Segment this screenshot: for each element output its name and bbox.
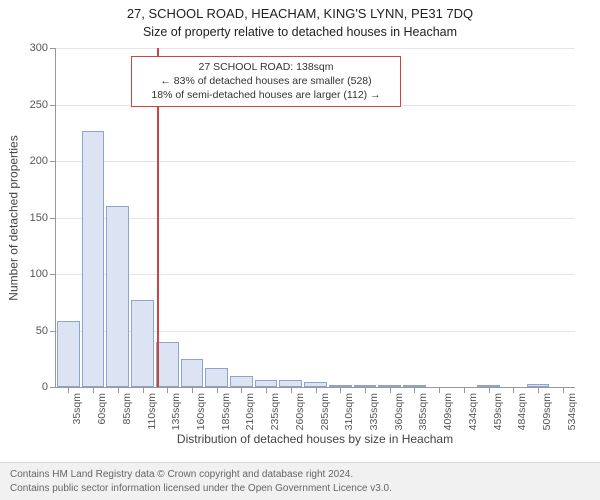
x-tick — [93, 387, 94, 393]
y-tick-label: 250 — [30, 99, 56, 111]
x-tick-label: 135sqm — [170, 393, 182, 430]
footer-line-1: Contains HM Land Registry data © Crown c… — [10, 468, 590, 482]
bar — [82, 131, 105, 388]
annotation-line: 27 SCHOOL ROAD: 138sqm — [140, 60, 392, 74]
x-tick — [291, 387, 292, 393]
x-tick-label: 285sqm — [319, 393, 331, 430]
x-tick-label: 534sqm — [566, 393, 578, 430]
bar — [205, 368, 228, 387]
x-tick — [68, 387, 69, 393]
y-tick-label: 50 — [36, 325, 56, 337]
x-tick-label: 235sqm — [269, 393, 281, 430]
y-axis-label: Number of detached properties — [7, 135, 21, 300]
x-tick — [217, 387, 218, 393]
x-tick-label: 160sqm — [195, 393, 207, 430]
x-tick-label: 409sqm — [442, 393, 454, 430]
x-tick — [538, 387, 539, 393]
x-tick — [340, 387, 341, 393]
page-title: 27, SCHOOL ROAD, HEACHAM, KING'S LYNN, P… — [0, 0, 600, 21]
y-tick-label: 300 — [30, 42, 56, 54]
x-tick — [118, 387, 119, 393]
x-tick-label: 310sqm — [343, 393, 355, 430]
x-axis-label: Distribution of detached houses by size … — [55, 432, 575, 446]
x-tick-label: 360sqm — [393, 393, 405, 430]
x-tick — [266, 387, 267, 393]
x-tick — [513, 387, 514, 393]
x-tick-label: 60sqm — [96, 393, 108, 425]
annotation-box: 27 SCHOOL ROAD: 138sqm← 83% of detached … — [131, 56, 401, 107]
x-tick — [489, 387, 490, 393]
y-tick-label: 200 — [30, 155, 56, 167]
x-tick-label: 385sqm — [417, 393, 429, 430]
x-tick — [414, 387, 415, 393]
y-axis-label-container: Number of detached properties — [6, 48, 22, 388]
bar — [57, 321, 80, 387]
x-tick — [439, 387, 440, 393]
bar — [255, 380, 278, 387]
x-tick — [563, 387, 564, 393]
x-tick — [316, 387, 317, 393]
bar — [230, 376, 253, 387]
bar — [131, 300, 154, 387]
x-tick-label: 85sqm — [121, 393, 133, 425]
y-tick-label: 0 — [42, 381, 56, 393]
y-tick-label: 150 — [30, 212, 56, 224]
annotation-line: ← 83% of detached houses are smaller (52… — [140, 74, 392, 88]
x-tick-label: 210sqm — [244, 393, 256, 430]
x-tick — [192, 387, 193, 393]
x-tick-label: 110sqm — [146, 393, 158, 430]
x-tick-label: 260sqm — [294, 393, 306, 430]
attribution-footer: Contains HM Land Registry data © Crown c… — [0, 462, 600, 500]
annotation-line: 18% of semi-detached houses are larger (… — [140, 88, 392, 102]
x-tick — [167, 387, 168, 393]
x-tick-label: 335sqm — [368, 393, 380, 430]
bar — [279, 380, 302, 387]
x-tick-label: 35sqm — [71, 393, 83, 425]
x-tick-label: 459sqm — [492, 393, 504, 430]
x-tick — [390, 387, 391, 393]
y-tick-label: 100 — [30, 268, 56, 280]
figure-root: 27, SCHOOL ROAD, HEACHAM, KING'S LYNN, P… — [0, 0, 600, 500]
footer-line-2: Contains public sector information licen… — [10, 482, 590, 496]
x-tick — [464, 387, 465, 393]
x-tick-label: 434sqm — [467, 393, 479, 430]
x-tick — [365, 387, 366, 393]
chart-subtitle: Size of property relative to detached ho… — [0, 21, 600, 39]
chart-area: 050100150200250300 35sqm60sqm85sqm110sqm… — [55, 48, 575, 388]
bar — [181, 359, 204, 387]
bar — [106, 206, 129, 387]
x-tick — [143, 387, 144, 393]
bar — [156, 342, 179, 387]
x-tick — [241, 387, 242, 393]
x-tick-label: 509sqm — [541, 393, 553, 430]
x-tick-label: 484sqm — [516, 393, 528, 430]
x-tick-label: 185sqm — [220, 393, 232, 430]
